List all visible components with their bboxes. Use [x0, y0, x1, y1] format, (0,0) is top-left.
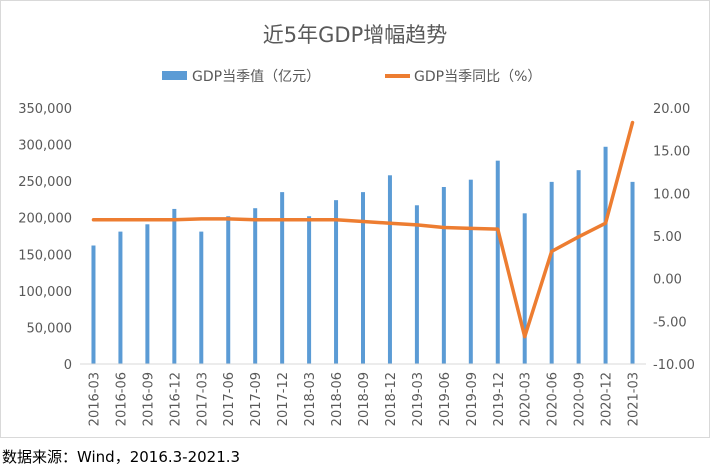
right-tick-label: 0.00 — [653, 273, 682, 288]
bar — [145, 224, 150, 364]
x-tick-label: 2017-12 — [276, 372, 291, 426]
bar — [603, 146, 608, 364]
right-tick-label: -5.00 — [653, 315, 687, 330]
x-tick-label: 2019-12 — [492, 372, 507, 426]
x-tick-label: 2016-03 — [87, 372, 102, 426]
bar — [468, 179, 473, 364]
x-tick-label: 2017-03 — [195, 372, 210, 426]
left-tick-label: 350,000 — [18, 102, 72, 117]
x-tick-label: 2018-06 — [330, 372, 345, 426]
left-tick-label: 300,000 — [18, 139, 72, 154]
x-tick-label: 2020-09 — [573, 372, 588, 426]
chart: 近5年GDP增幅趋势 GDP当季值（亿元） GDP当季同比（%） 0 50,000… — [18, 23, 695, 426]
left-tick-label: 50,000 — [27, 321, 73, 336]
x-tick-label: 2018-03 — [303, 372, 318, 426]
bar — [199, 231, 204, 364]
x-tick-label: 2017-06 — [222, 372, 237, 426]
bar — [172, 208, 177, 364]
bar — [226, 216, 231, 364]
left-tick-label: 0 — [64, 358, 72, 373]
right-axis-ticks: -10.00 -5.00 0.00 5.00 10.00 15.00 20.00 — [653, 102, 695, 373]
chart-title: 近5年GDP增幅趋势 — [263, 23, 447, 47]
bar — [334, 200, 339, 364]
x-tick-label: 2017-09 — [249, 372, 264, 426]
left-tick-label: 250,000 — [18, 175, 72, 190]
bar — [441, 186, 446, 364]
bar — [576, 170, 581, 364]
bar — [387, 175, 392, 364]
x-tick-label: 2020-06 — [546, 372, 561, 426]
bar — [361, 192, 365, 364]
x-tick-label: 2016-06 — [114, 372, 129, 426]
x-tick-label: 2019-03 — [411, 372, 426, 426]
line-series — [91, 120, 635, 339]
bar — [280, 192, 285, 364]
x-tick-label: 2020-03 — [519, 372, 534, 426]
left-tick-label: 100,000 — [18, 285, 72, 300]
x-tick-label: 2021-03 — [627, 372, 642, 426]
bar-series — [91, 146, 635, 364]
left-tick-label: 150,000 — [18, 248, 72, 263]
left-axis-ticks: 0 50,000 100,000 150,000 200,000 250,000 300,0… — [18, 102, 72, 373]
legend-label-bar: GDP当季值（亿元） — [192, 69, 320, 85]
x-axis-ticks: 2016-03 2016-06 2016-09 2016-12 2017-03 2017-… — [87, 372, 641, 426]
x-tick-label: 2018-12 — [384, 372, 399, 426]
bar — [549, 181, 554, 364]
right-tick-label: -10.00 — [653, 358, 695, 373]
right-tick-label: 15.00 — [653, 145, 690, 160]
bar — [91, 245, 96, 364]
source-note: 数据来源：Wind，2016.3-2021.3 — [2, 448, 241, 466]
x-tick-label: 2019-09 — [465, 372, 480, 426]
right-tick-label: 5.00 — [653, 230, 682, 245]
right-tick-label: 10.00 — [653, 187, 690, 202]
bar — [414, 205, 419, 364]
x-tick-label: 2020-12 — [600, 372, 615, 426]
bar — [118, 231, 123, 364]
right-tick-label: 20.00 — [653, 102, 690, 117]
bar — [522, 213, 527, 364]
x-tick-label: 2018-09 — [357, 372, 372, 426]
x-tick-label: 2016-09 — [141, 372, 156, 426]
legend-label-line: GDP当季同比（%） — [414, 69, 541, 85]
bar — [253, 208, 258, 364]
x-tick-label: 2019-06 — [438, 372, 453, 426]
legend: GDP当季值（亿元） GDP当季同比（%） — [162, 69, 541, 85]
bar — [630, 181, 635, 364]
bar — [307, 216, 312, 364]
legend-swatch-bar — [162, 71, 187, 80]
x-tick-label: 2016-12 — [168, 372, 183, 426]
left-tick-label: 200,000 — [18, 212, 72, 227]
bar — [495, 160, 500, 364]
